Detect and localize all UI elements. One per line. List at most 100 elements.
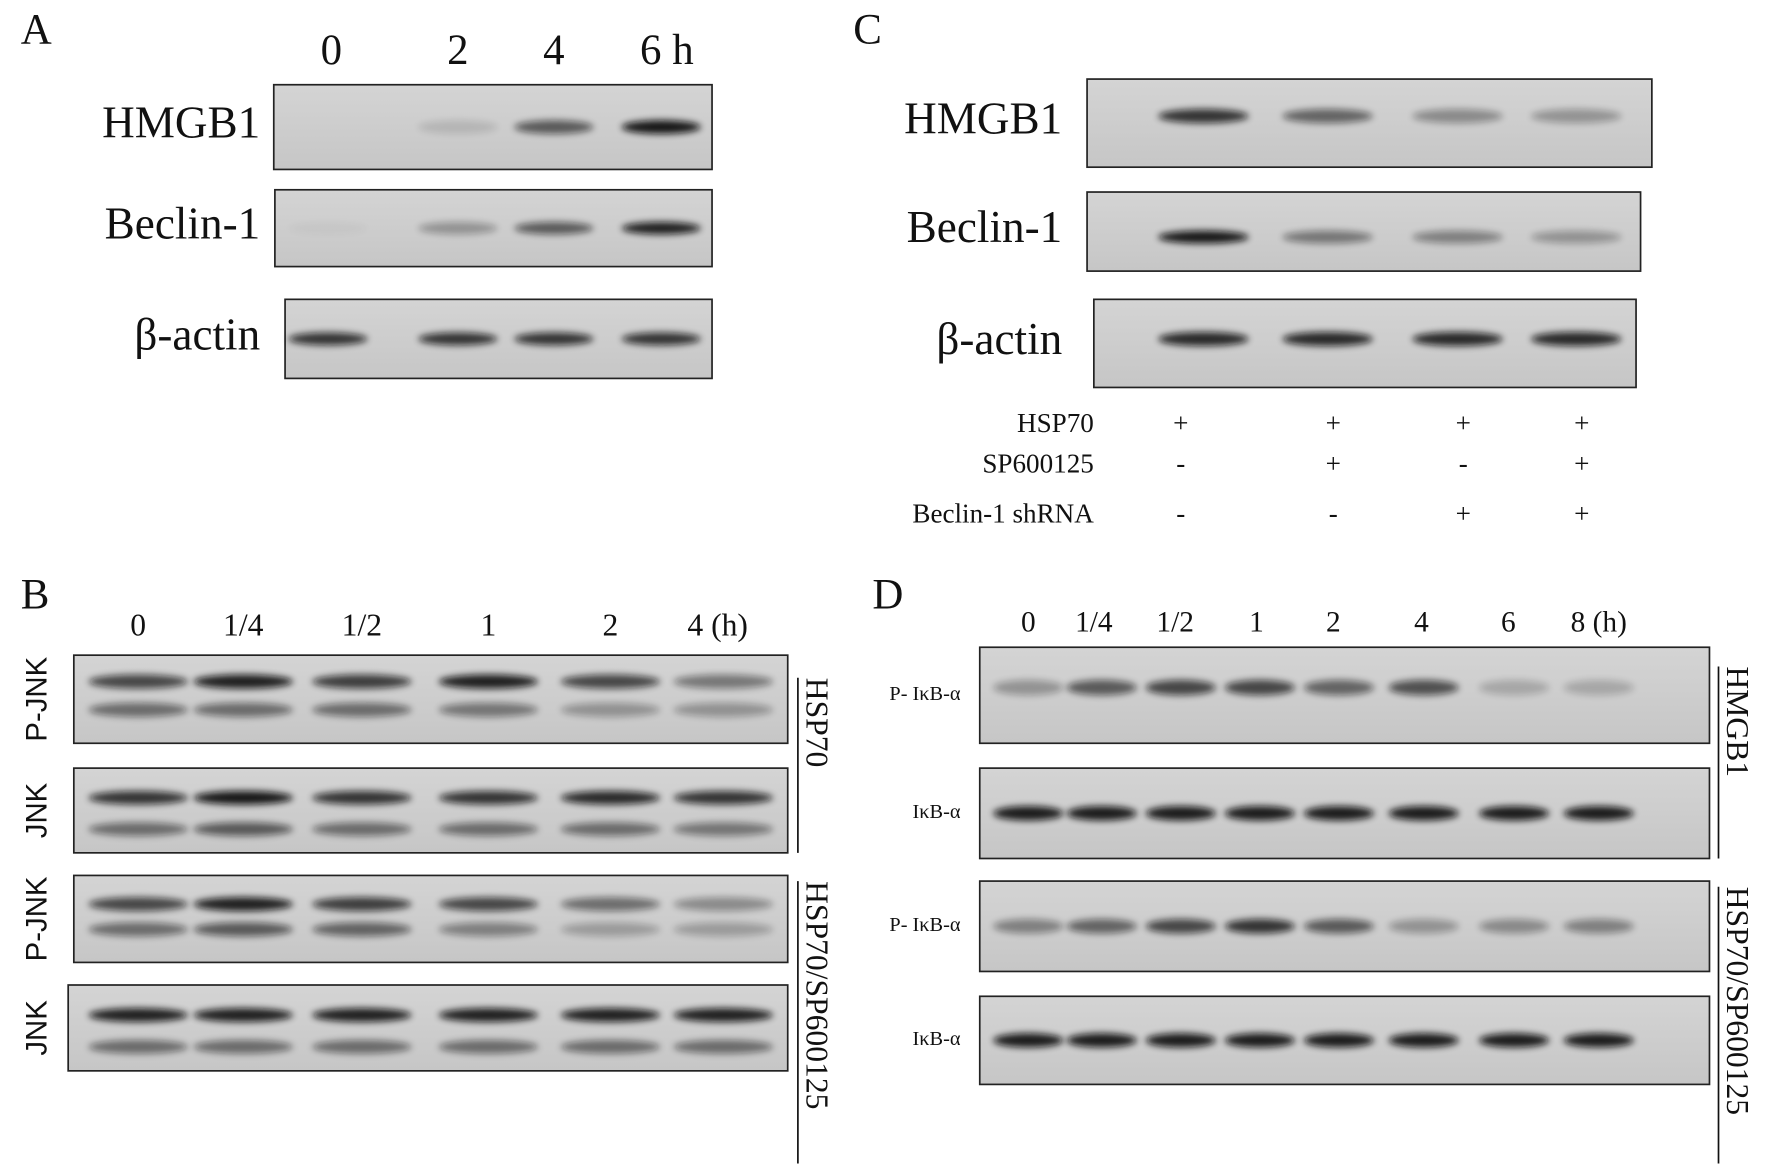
lane-label: 0	[1021, 606, 1036, 638]
row-label: Beclin-1	[907, 202, 1063, 252]
band	[438, 790, 539, 805]
blot	[67, 984, 789, 1072]
row-label: P- IκB-α	[889, 683, 960, 705]
band	[560, 702, 661, 717]
lane-label: 6 h	[640, 27, 694, 74]
lane-label: 1/4	[223, 607, 264, 642]
band	[88, 674, 188, 689]
lane-label: 1/2	[342, 607, 382, 642]
band	[193, 790, 293, 805]
band	[312, 922, 412, 937]
treatment-sign: +	[1456, 498, 1471, 528]
band	[514, 332, 594, 346]
band	[438, 1039, 539, 1054]
band	[1479, 806, 1550, 821]
band	[1412, 230, 1503, 244]
band	[193, 674, 293, 689]
band	[673, 897, 774, 912]
band	[418, 120, 498, 134]
band	[673, 1008, 774, 1022]
band	[673, 822, 774, 836]
row-label: IκB-α	[913, 801, 961, 823]
band	[312, 702, 412, 717]
band	[1388, 1033, 1459, 1048]
blot	[1086, 191, 1642, 272]
band	[1563, 679, 1634, 696]
band	[621, 120, 701, 134]
side-label: HMGB1	[1720, 666, 1755, 777]
lane-label: 2	[602, 607, 618, 642]
band	[1158, 331, 1249, 347]
treatment-sign: -	[1176, 498, 1185, 528]
band	[193, 822, 293, 836]
lane-label: 8 (h)	[1571, 606, 1627, 638]
band	[560, 1008, 661, 1022]
lane-label: 1	[480, 607, 496, 642]
band	[438, 702, 539, 717]
row-label: HMGB1	[102, 97, 260, 147]
band	[1282, 230, 1373, 244]
band	[438, 674, 539, 689]
band	[288, 332, 368, 346]
band	[621, 332, 701, 346]
band	[673, 702, 774, 717]
band	[88, 897, 188, 912]
band	[312, 1039, 412, 1054]
band	[993, 1033, 1064, 1048]
panel-label: D	[872, 572, 903, 619]
band	[438, 822, 539, 836]
band	[1563, 1033, 1634, 1048]
row-label: JNK	[21, 782, 54, 838]
band	[1388, 806, 1459, 821]
band	[993, 806, 1064, 821]
band	[193, 897, 293, 912]
band	[1530, 331, 1622, 347]
band	[1224, 919, 1295, 934]
band	[560, 674, 661, 689]
band	[1303, 679, 1374, 696]
lane-label: 0	[321, 27, 342, 74]
treatment-name: SP600125	[982, 449, 1093, 479]
band	[438, 1008, 539, 1022]
band	[1145, 679, 1216, 696]
band	[1066, 919, 1137, 934]
band	[1066, 679, 1137, 696]
band	[193, 1039, 293, 1054]
side-label: HSP70	[799, 678, 834, 768]
band	[1412, 331, 1503, 347]
band	[1224, 679, 1295, 696]
treatment-sign: +	[1456, 408, 1471, 438]
band	[1224, 806, 1295, 821]
band	[1158, 109, 1249, 124]
band	[418, 222, 498, 235]
band	[1224, 1033, 1295, 1048]
band	[1303, 806, 1374, 821]
band	[1388, 679, 1459, 696]
treatment-sign: +	[1326, 408, 1341, 438]
band	[560, 922, 661, 937]
band	[88, 822, 188, 836]
row-label: JNK	[21, 1000, 54, 1056]
band	[312, 790, 412, 805]
band	[1282, 331, 1373, 347]
band	[193, 702, 293, 717]
lane-label: 6	[1501, 606, 1516, 638]
lane-label: 1	[1249, 606, 1264, 638]
treatment-sign: -	[1329, 498, 1338, 528]
treatment-name: Beclin-1 shRNA	[912, 498, 1094, 528]
lane-label: 4 (h)	[687, 607, 748, 642]
band	[1303, 919, 1374, 934]
band	[438, 922, 539, 937]
band	[88, 790, 188, 805]
blot	[72, 654, 789, 745]
band	[1066, 806, 1137, 821]
treatment-sign: +	[1574, 498, 1589, 528]
band	[1479, 919, 1550, 934]
side-label: HSP70/SP600125	[1720, 887, 1755, 1115]
band	[560, 822, 661, 836]
band	[673, 1039, 774, 1054]
lane-label: 2	[447, 27, 468, 74]
band	[1563, 919, 1634, 934]
treatment-sign: -	[1176, 449, 1185, 479]
treatment-name: HSP70	[1017, 408, 1094, 438]
